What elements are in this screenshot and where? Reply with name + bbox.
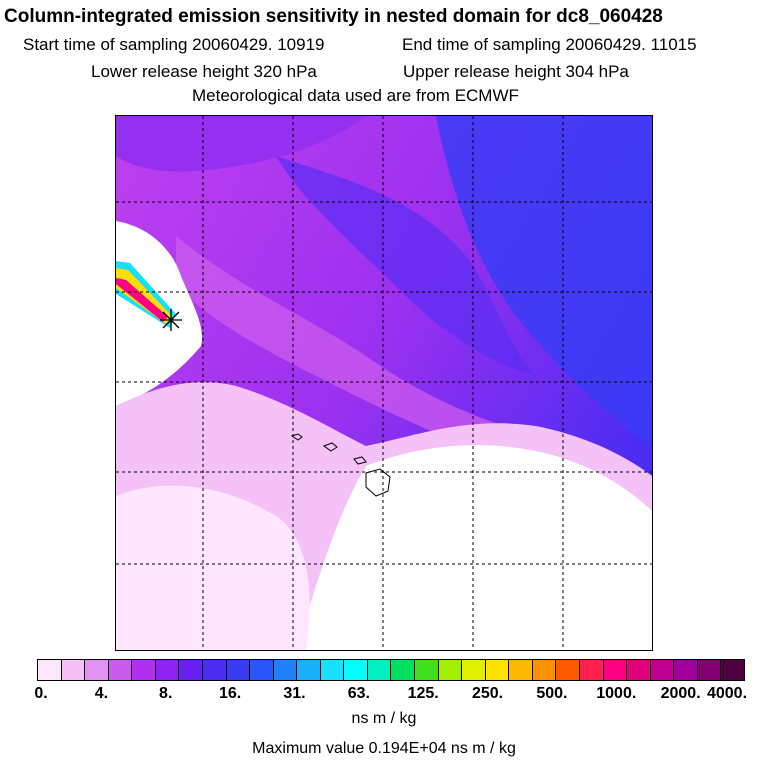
colorbar-segment — [415, 660, 439, 680]
island-maui — [353, 456, 367, 465]
plot-title: Column-integrated emission sensitivity i… — [4, 6, 663, 27]
plume-inner — [116, 278, 168, 322]
colorbar-segment — [85, 660, 109, 680]
sensitivity-map — [115, 115, 653, 651]
island-hawaii — [365, 468, 391, 497]
colorbar-tick-label: 2000. — [660, 685, 701, 702]
field-band-top — [116, 116, 366, 172]
island-oahu — [322, 442, 338, 452]
colorbar-segment — [485, 660, 510, 680]
colorbar-segment — [250, 660, 274, 680]
lower-release-label: Lower release height 320 hPa — [91, 62, 317, 81]
colorbar-segment — [579, 660, 604, 680]
start-time-label: Start time of sampling 20060429. 10919 — [23, 35, 325, 54]
colorbar-segment — [108, 660, 133, 680]
max-value-label: Maximum value 0.194E+04 ns m / kg — [252, 740, 516, 757]
colorbar-tick-label: 500. — [536, 685, 568, 702]
release-point-star — [160, 309, 182, 331]
gridlines — [116, 116, 652, 650]
colorbar-segment — [132, 660, 156, 680]
colorbar-segment — [697, 660, 722, 680]
field-blue-east — [436, 116, 652, 446]
colorbar-segment — [721, 660, 744, 680]
colorbar-tick-label: 1000. — [596, 685, 637, 702]
colorbar-segment — [674, 660, 698, 680]
units-label: ns m / kg — [351, 710, 417, 727]
end-time-label: End time of sampling 20060429. 11015 — [402, 35, 697, 54]
islands — [290, 433, 391, 497]
colorbar-tick-label: 8. — [159, 685, 173, 702]
colorbar-tick-label: 0. — [34, 685, 48, 702]
colorbar-segment — [532, 660, 557, 680]
colorbar-segment — [297, 660, 321, 680]
colorbar-tick-label: 4000. — [706, 685, 748, 702]
colorbar-tick-label: 250. — [471, 685, 504, 702]
colorbar-segment — [627, 660, 651, 680]
field-magenta-band — [176, 236, 536, 466]
colorbar-segment — [367, 660, 392, 680]
colorbar-segment — [38, 660, 62, 680]
colorbar-segment — [603, 660, 628, 680]
island-kauai — [290, 433, 303, 441]
colorbar-segment — [226, 660, 251, 680]
met-data-label: Meteorological data used are from ECMWF — [192, 86, 519, 105]
colorbar-segment — [391, 660, 415, 680]
field-pink-southwest — [116, 485, 310, 650]
colorbar-segment — [462, 660, 486, 680]
colorbar-segment — [509, 660, 533, 680]
colorbar-tick-label: 125. — [407, 685, 439, 702]
colorbar-segment — [650, 660, 675, 680]
colorbar-tick-label: 31. — [283, 685, 306, 702]
colorbar-segment — [61, 660, 86, 680]
colorbar — [37, 659, 745, 681]
colorbar-tick-label: 63. — [347, 685, 370, 702]
field-blue-central — [276, 156, 536, 376]
colorbar-segment — [273, 660, 298, 680]
colorbar-tick-label: 4. — [94, 685, 109, 702]
colorbar-segment — [202, 660, 227, 680]
colorbar-segment — [155, 660, 180, 680]
upper-release-label: Upper release height 304 hPa — [403, 62, 629, 81]
colorbar-segment — [344, 660, 368, 680]
colorbar-tick-label: 16. — [218, 685, 242, 702]
colorbar-segment — [179, 660, 203, 680]
colorbar-segment — [556, 660, 580, 680]
colorbar-segment — [320, 660, 345, 680]
colorbar-segment — [438, 660, 463, 680]
